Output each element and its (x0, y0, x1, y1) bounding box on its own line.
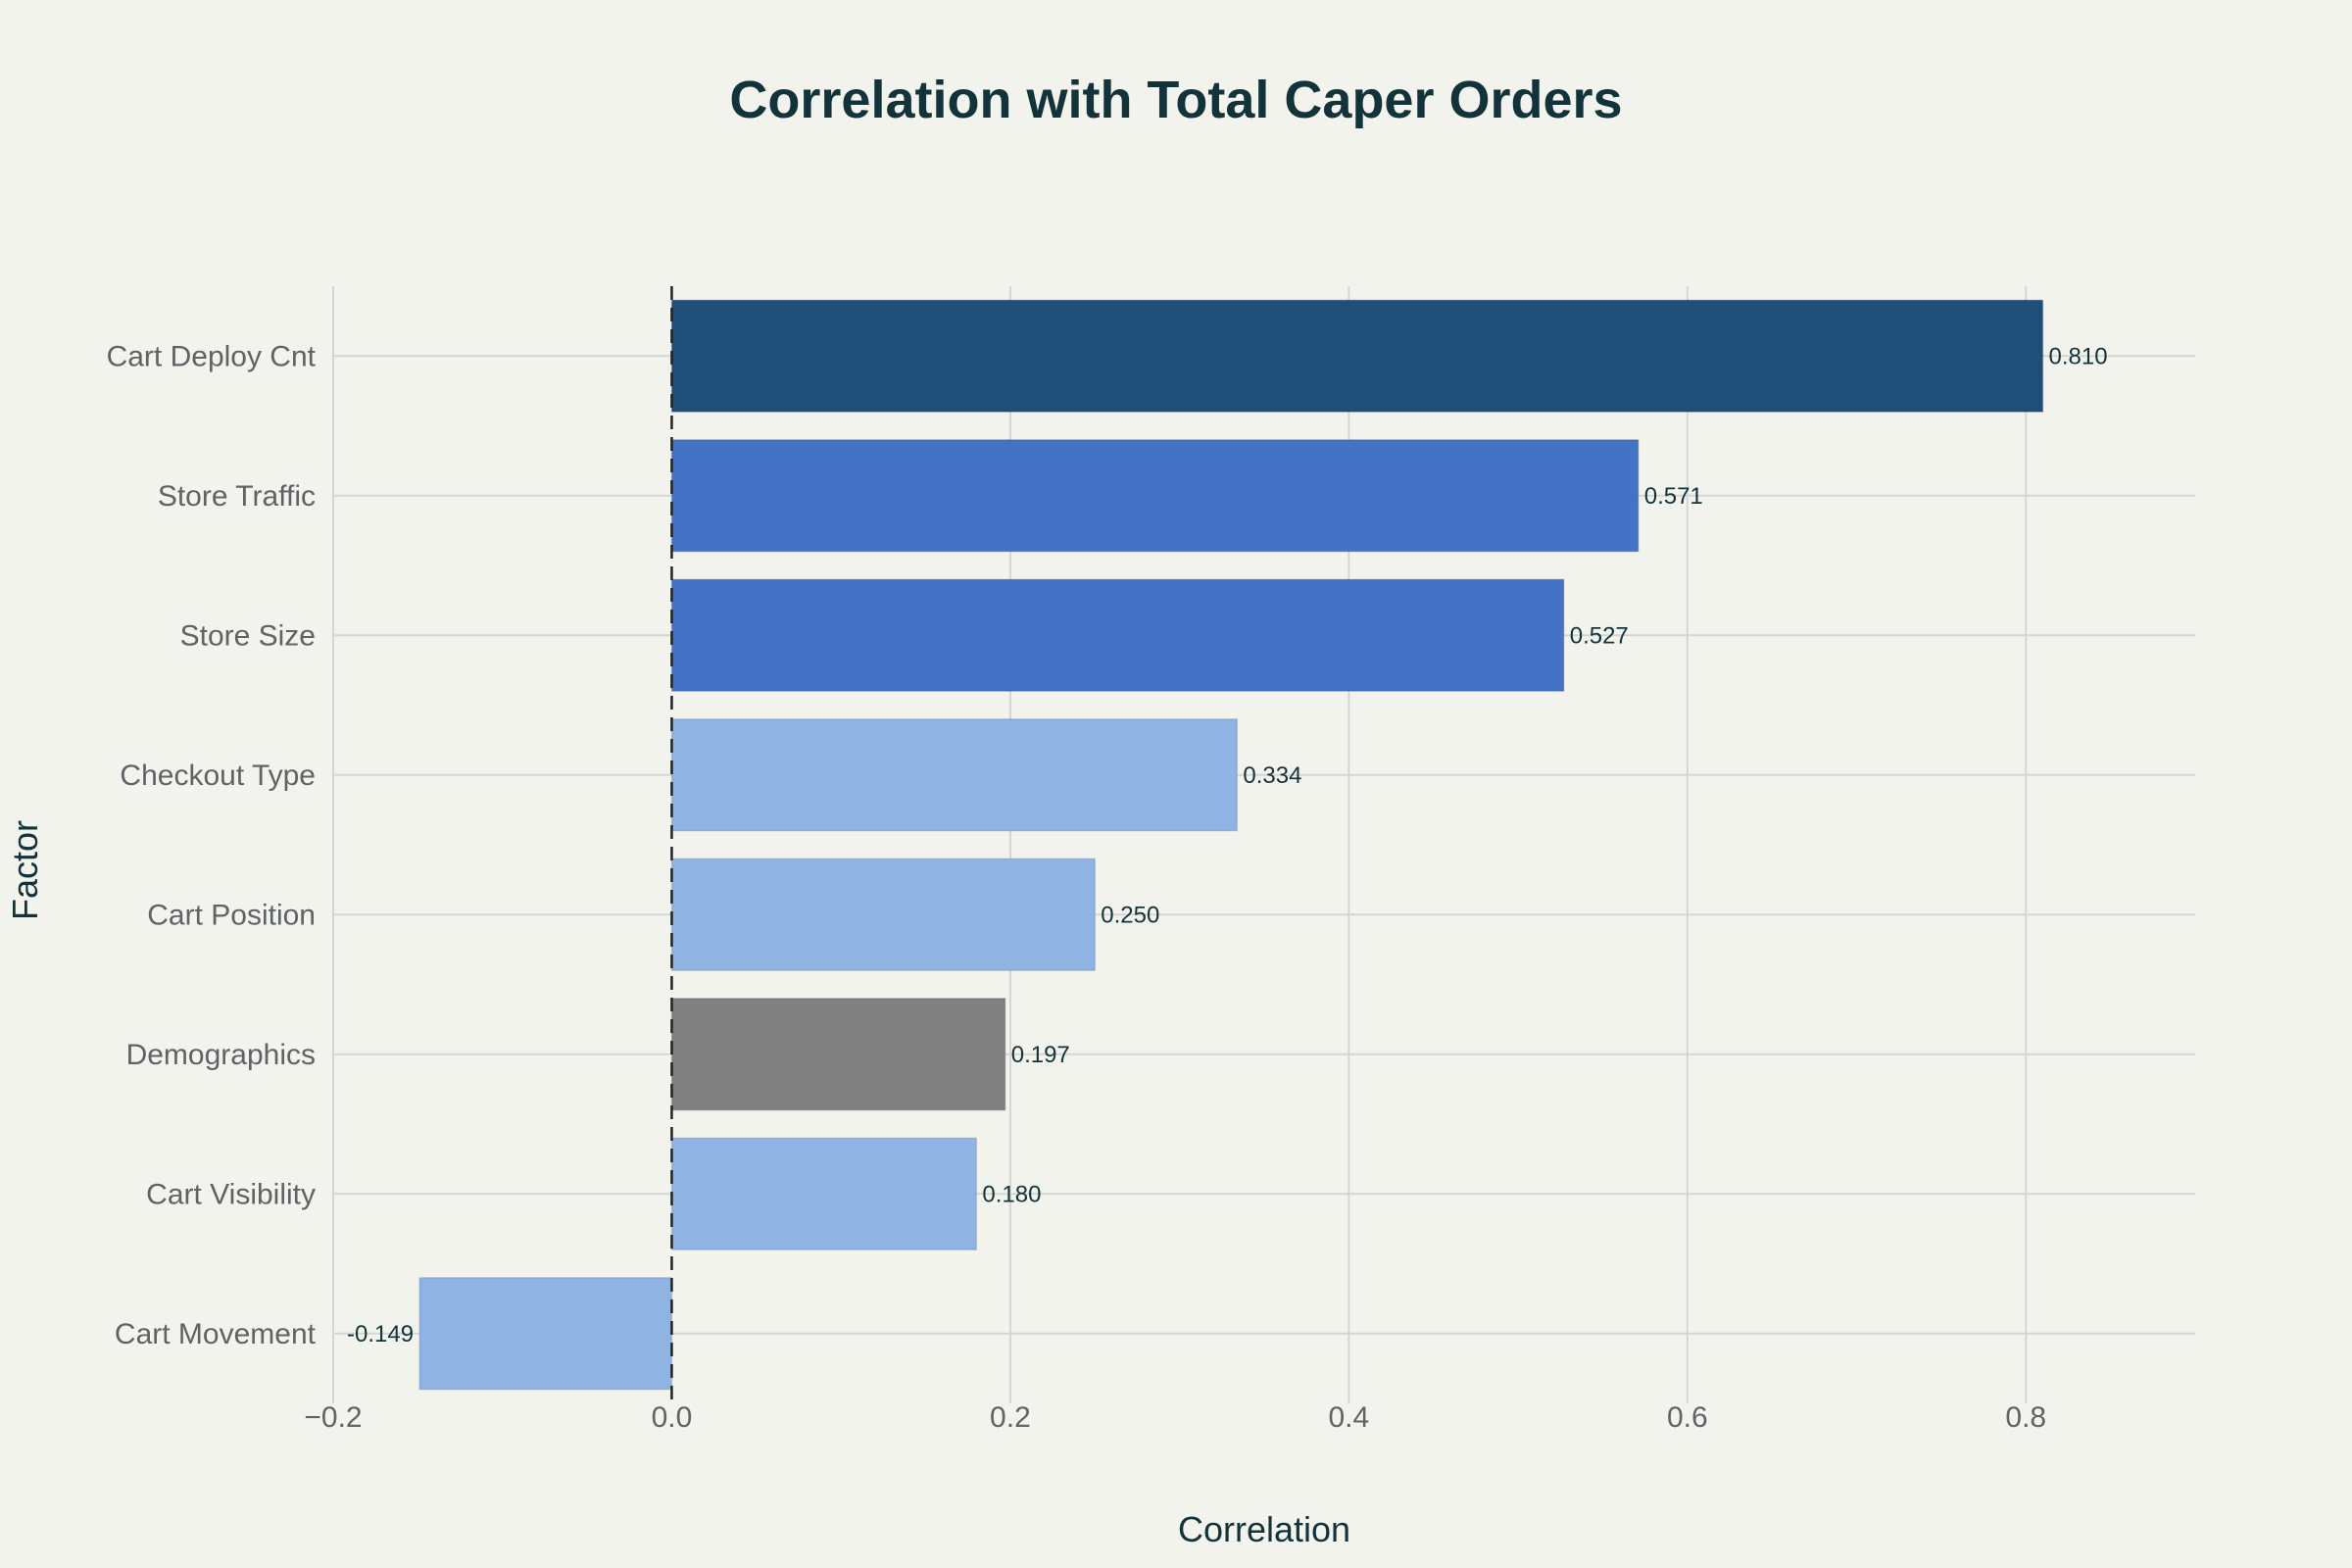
category-label: Store Size (180, 619, 316, 652)
bars (418, 299, 2044, 1391)
data-label: 0.571 (1644, 483, 1703, 510)
x-tick-label: 0.2 (990, 1401, 1031, 1434)
category-label: Store Traffic (158, 480, 316, 513)
category-label: Cart Visibility (146, 1178, 316, 1210)
data-labels: 0.810 0.571 0.527 0.334 0.250 0.197 0.180 -0.14… (347, 343, 2108, 1348)
data-label: -0.149 (347, 1321, 414, 1348)
data-label: 0.527 (1570, 622, 1629, 649)
bar (670, 858, 1097, 971)
bar (670, 718, 1239, 832)
data-label: 0.810 (2049, 343, 2108, 369)
data-label: 0.197 (1011, 1042, 1070, 1068)
x-tick-labels: −0.2 0.0 0.2 0.4 0.6 0.8 (304, 1401, 2046, 1434)
category-label: Cart Position (147, 899, 316, 931)
x-tick-label: 0.8 (2005, 1401, 2046, 1434)
bar (670, 439, 1640, 553)
y-axis-title: Factor (5, 820, 45, 920)
chart-title: Correlation with Total Caper Orders (729, 71, 1622, 129)
data-label: 0.334 (1243, 762, 1301, 789)
x-axis-title: Correlation (1178, 1509, 1350, 1549)
category-label: Cart Deploy Cnt (107, 340, 317, 372)
bar (670, 998, 1006, 1111)
data-label: 0.180 (982, 1181, 1041, 1207)
bar (670, 578, 1565, 692)
category-labels: Cart Deploy Cnt Store Traffic Store Size Ch… (107, 340, 317, 1350)
category-label: Cart Movement (115, 1318, 317, 1350)
x-tick-label: 0.6 (1667, 1401, 1708, 1434)
x-tick-label: 0.0 (652, 1401, 693, 1434)
bar (418, 1277, 673, 1391)
x-tick-label: 0.4 (1329, 1401, 1370, 1434)
x-tick-label: −0.2 (304, 1401, 362, 1434)
category-label: Checkout Type (120, 760, 316, 792)
data-label: 0.250 (1101, 902, 1159, 928)
category-label: Demographics (126, 1039, 316, 1071)
bar (670, 299, 2044, 413)
bar (670, 1137, 978, 1250)
